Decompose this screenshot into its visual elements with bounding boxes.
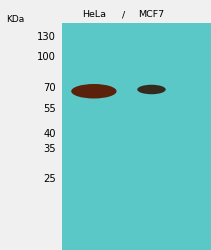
Text: HeLa: HeLa bbox=[82, 10, 106, 19]
Ellipse shape bbox=[137, 85, 166, 94]
Text: 100: 100 bbox=[37, 52, 56, 62]
Text: MCF7: MCF7 bbox=[138, 10, 165, 19]
Text: 40: 40 bbox=[43, 129, 56, 139]
Ellipse shape bbox=[71, 84, 116, 98]
Text: 130: 130 bbox=[37, 32, 56, 42]
Text: /: / bbox=[122, 10, 126, 19]
Text: 55: 55 bbox=[43, 104, 56, 114]
Text: 25: 25 bbox=[43, 174, 56, 184]
Text: KDa: KDa bbox=[6, 15, 24, 24]
Text: 70: 70 bbox=[43, 83, 56, 93]
Text: 35: 35 bbox=[43, 144, 56, 154]
Bar bbox=[62, 23, 211, 250]
